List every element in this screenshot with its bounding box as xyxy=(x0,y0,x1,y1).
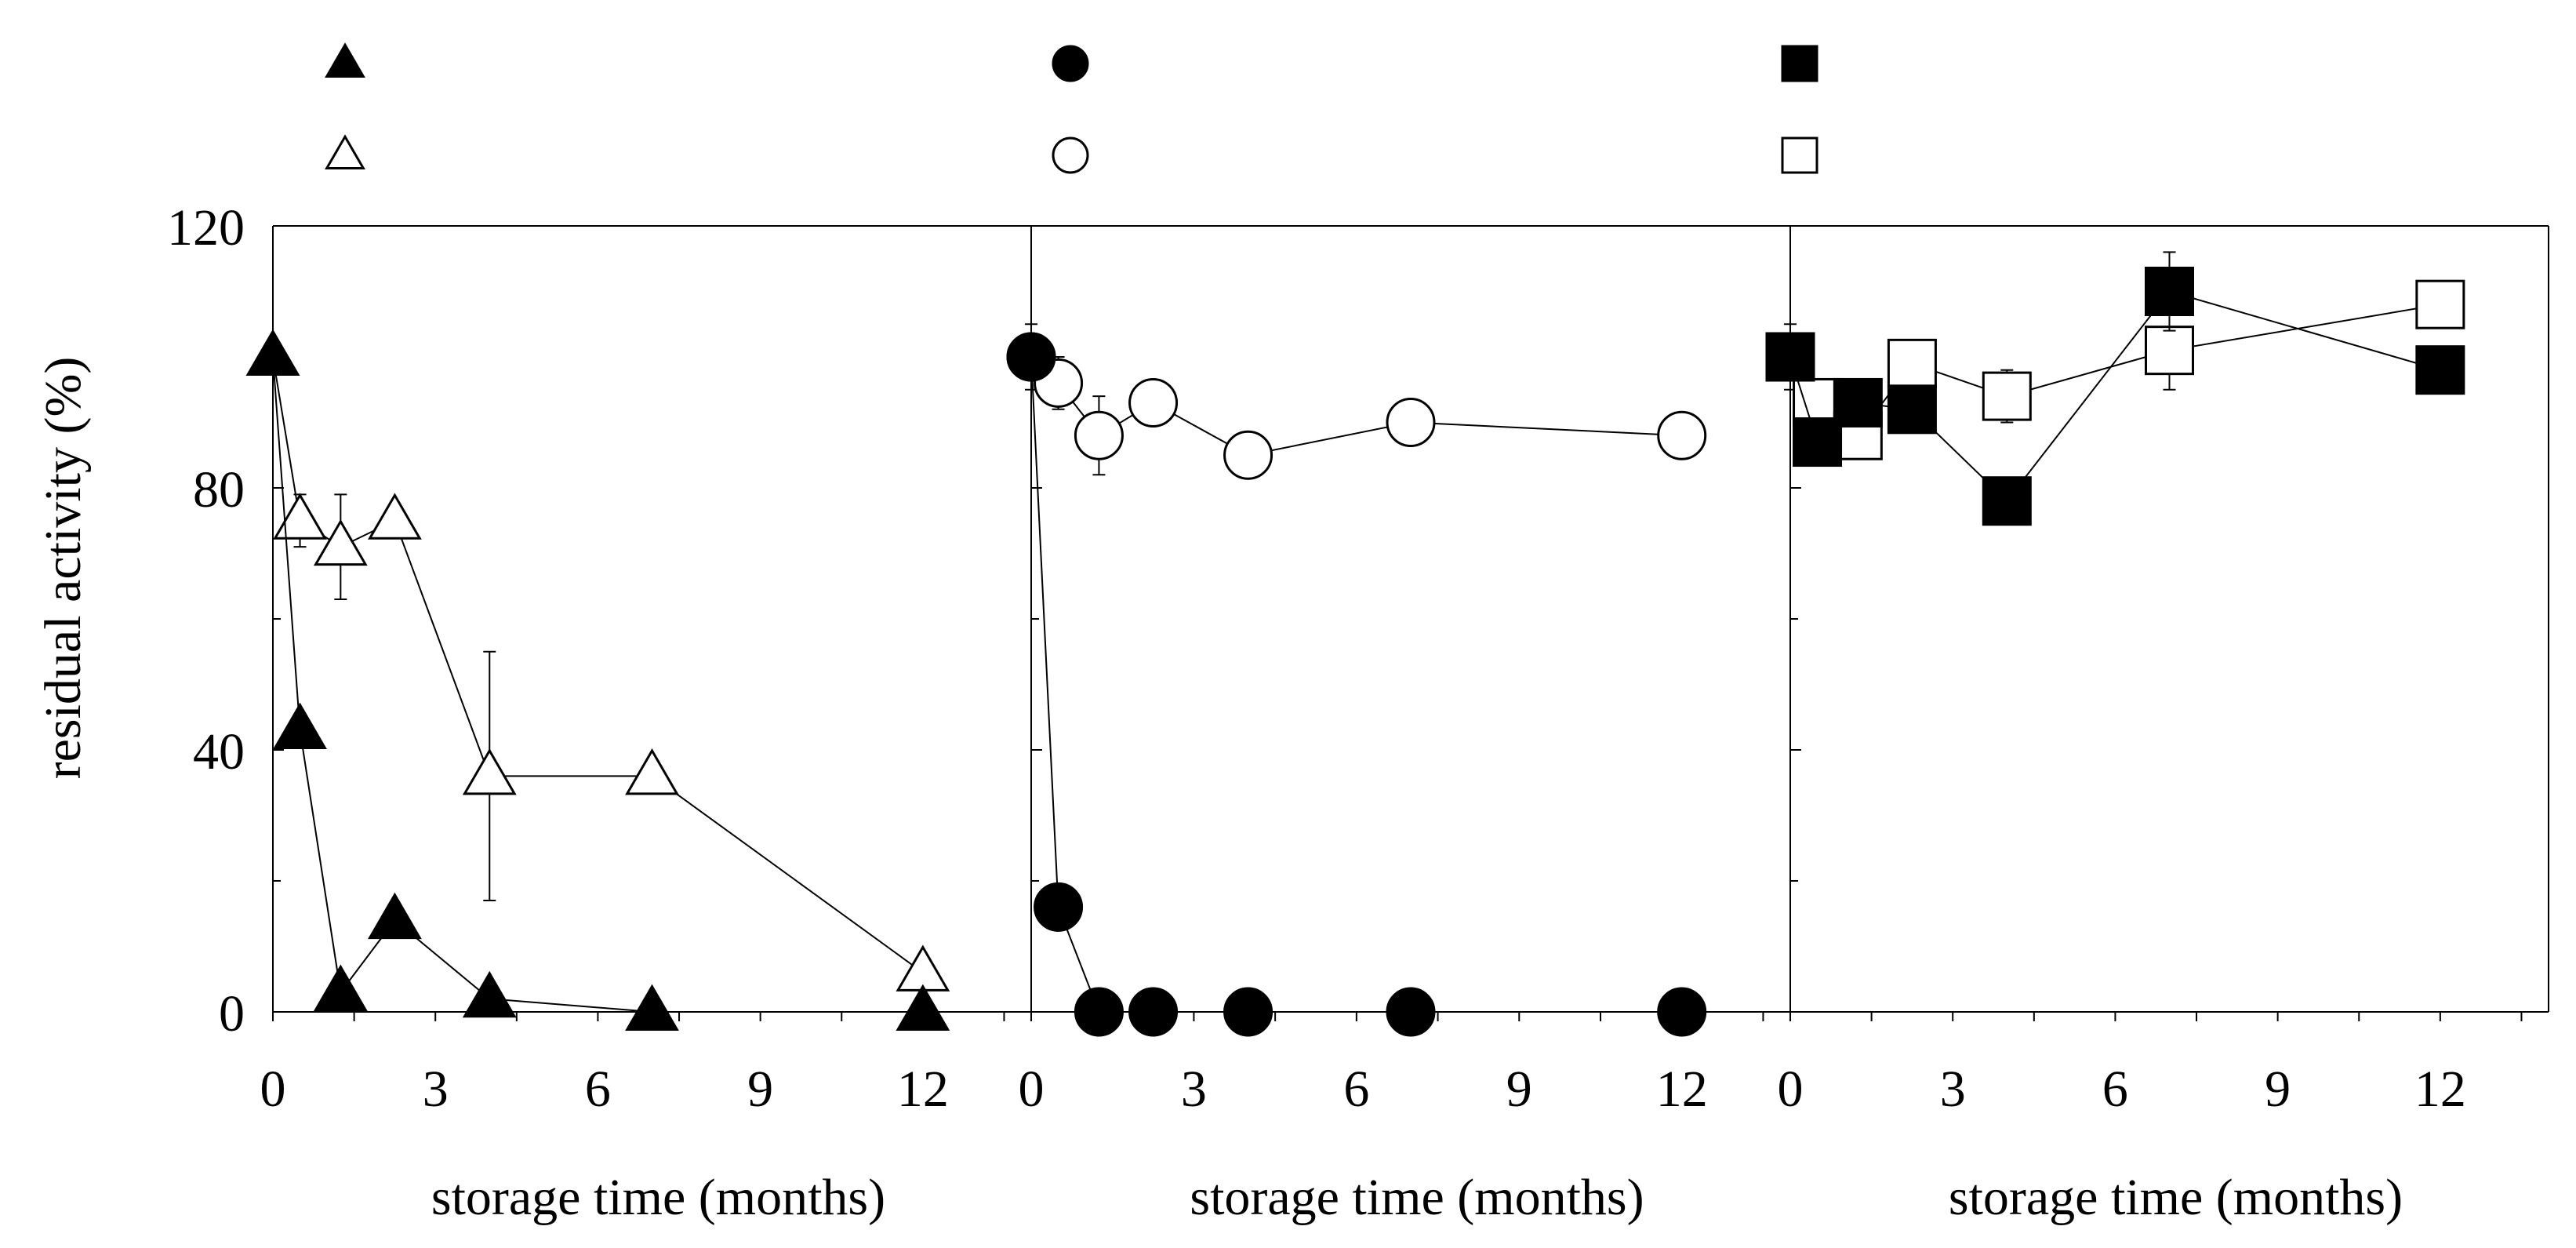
data-point-80c-without-glycerol xyxy=(1887,384,1937,435)
legend-marker-80c-without-glycerol xyxy=(1781,45,1818,82)
data-point-80c-without-glycerol xyxy=(2145,267,2194,316)
y-tick-label-120: 120 xyxy=(167,199,245,257)
legend xyxy=(325,42,1818,174)
series-20c-without-glycerol xyxy=(1006,332,1707,1037)
data-point-20c-with-glycerol xyxy=(1657,410,1707,460)
x-tick-label-6: 6 xyxy=(2102,1061,2128,1118)
y-axis-label: residual activity (%) xyxy=(35,357,92,780)
data-point-20c-without-glycerol xyxy=(1657,987,1707,1037)
series-4c-with-glycerol xyxy=(245,329,950,991)
x-axis-label: storage time (months) xyxy=(1190,1169,1644,1226)
data-point-20c-without-glycerol xyxy=(1034,882,1084,932)
x-tick-label-12: 12 xyxy=(897,1061,949,1118)
x-tick-label-12: 12 xyxy=(2414,1061,2466,1118)
data-point-4c-without-glycerol xyxy=(462,970,517,1018)
data-point-4c-without-glycerol xyxy=(368,892,422,940)
data-point-4c-with-glycerol xyxy=(273,493,327,540)
y-axis: residual activity (%) 0 40 80 120 xyxy=(35,199,245,1042)
data-point-4c-without-glycerol xyxy=(625,984,679,1031)
data-point-20c-with-glycerol xyxy=(1223,430,1273,480)
data-point-20c-with-glycerol xyxy=(1074,410,1124,460)
series-80c-with-glycerol xyxy=(1765,279,2465,460)
x-tick-label-3: 3 xyxy=(1940,1061,1966,1118)
data-point-4c-without-glycerol xyxy=(313,964,368,1011)
y-tick-label-40: 40 xyxy=(193,723,245,780)
data-point-20c-with-glycerol xyxy=(1386,398,1436,447)
legend-marker-20c-without-glycerol xyxy=(1052,45,1089,82)
series-80c-without-glycerol xyxy=(1765,251,2465,526)
x-tick-label-6: 6 xyxy=(1343,1061,1369,1118)
y-tick-label-80: 80 xyxy=(193,461,245,518)
data-point-80c-without-glycerol xyxy=(1982,476,2032,526)
data-point-80c-with-glycerol xyxy=(1982,371,2032,421)
data-point-20c-without-glycerol xyxy=(1006,332,1056,382)
series-line-20c-without-glycerol xyxy=(1030,356,1682,1013)
legend-marker-80c-with-glycerol xyxy=(1781,136,1818,174)
x-tick-label-0: 0 xyxy=(1778,1061,1804,1118)
data-point-4c-without-glycerol xyxy=(896,984,950,1031)
x-tick-label-12: 12 xyxy=(1656,1061,1708,1118)
legend-marker-20c-with-glycerol xyxy=(1052,136,1089,174)
series-line-4c-with-glycerol xyxy=(272,356,924,973)
data-point-4c-with-glycerol xyxy=(368,493,422,540)
x-tick-label-0: 0 xyxy=(260,1061,286,1118)
x-tick-label-3: 3 xyxy=(1181,1061,1207,1118)
series-4c-without-glycerol xyxy=(245,329,950,1031)
x-tick-label-6: 6 xyxy=(585,1061,611,1118)
data-point-80c-with-glycerol xyxy=(1887,338,1937,388)
data-point-20c-without-glycerol xyxy=(1128,987,1179,1037)
legend-marker-4c-without-glycerol xyxy=(325,42,365,78)
data-point-80c-without-glycerol xyxy=(1793,417,1843,468)
data-point-4c-with-glycerol xyxy=(313,518,368,566)
data-point-4c-without-glycerol xyxy=(273,702,327,749)
legend-marker-4c-with-glycerol xyxy=(325,134,365,169)
data-point-80c-without-glycerol xyxy=(2415,345,2465,395)
data-point-20c-without-glycerol xyxy=(1223,987,1273,1037)
data-point-4c-with-glycerol xyxy=(896,944,950,991)
data-point-4c-with-glycerol xyxy=(462,748,517,795)
data-point-20c-with-glycerol xyxy=(1128,377,1179,428)
data-point-80c-with-glycerol xyxy=(2145,326,2194,376)
data-point-20c-without-glycerol xyxy=(1386,987,1436,1037)
data-point-4c-without-glycerol xyxy=(245,329,300,376)
x-axis-label: storage time (months) xyxy=(1949,1169,2403,1226)
x-tick-label-9: 9 xyxy=(2265,1061,2291,1118)
data-point-80c-without-glycerol xyxy=(1833,377,1883,428)
series-line-4c-without-glycerol xyxy=(272,356,923,1013)
x-tick-label-3: 3 xyxy=(423,1061,449,1118)
x-tick-label-9: 9 xyxy=(747,1061,773,1118)
x-tick-label-0: 0 xyxy=(1019,1061,1045,1118)
series-20c-with-glycerol xyxy=(1006,323,1707,480)
data-point-4c-with-glycerol xyxy=(625,748,679,795)
x-axis-label: storage time (months) xyxy=(431,1169,885,1226)
data-point-80c-with-glycerol xyxy=(2415,279,2465,329)
y-tick-label-0: 0 xyxy=(219,985,245,1042)
data-point-20c-without-glycerol xyxy=(1074,987,1124,1037)
x-tick-label-9: 9 xyxy=(1506,1061,1532,1118)
data-point-80c-without-glycerol xyxy=(1765,332,1815,382)
